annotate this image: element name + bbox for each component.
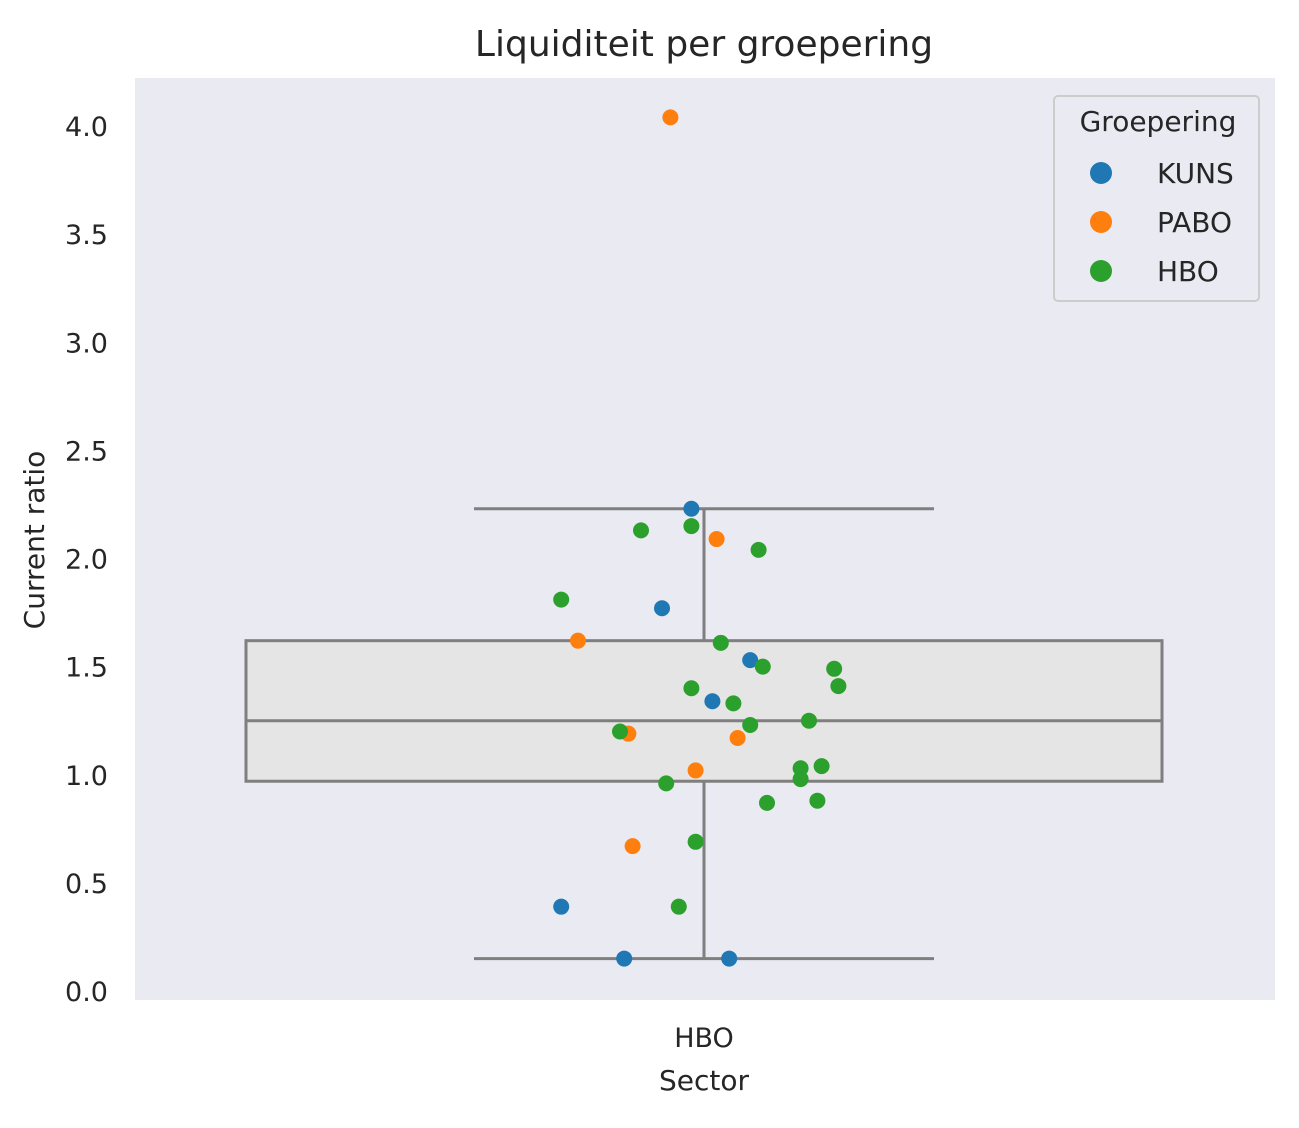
points-layer [553,109,847,967]
y-tick-label: 1.0 [65,761,108,792]
chart-title: Liquiditeit per groepering [475,24,933,65]
legend-item-pabo: PABO [1090,206,1232,239]
legend-title: Groepering [1080,105,1237,138]
data-point [683,680,700,697]
data-point [792,771,809,788]
x-axis-label: Sector [659,1064,750,1097]
y-tick-label: 0.5 [65,869,108,900]
data-point [704,693,721,710]
series-hbo [553,518,847,915]
data-point [616,950,633,967]
legend-marker [1090,211,1112,233]
legend-marker [1090,260,1112,282]
data-point [750,541,767,558]
data-point [670,898,687,915]
data-point [826,660,843,677]
data-point [809,792,826,809]
legend-frame [1053,95,1260,302]
legend-label: HBO [1157,255,1219,288]
data-point [708,531,725,548]
data-point [721,950,738,967]
data-point [553,898,570,915]
data-point [759,794,775,811]
data-point [729,729,746,746]
data-point [683,518,700,535]
data-point [725,695,742,712]
y-axis: 0.0 0.5 1.0 1.5 2.0 2.5 3.0 3.5 4.0 [65,112,108,1008]
series-kuns [553,500,759,967]
data-point [801,712,817,729]
data-point [742,652,759,669]
x-tick-label: HBO [674,1023,734,1054]
box-group [244,507,1164,961]
y-tick-label: 4.0 [65,112,108,143]
data-point [712,634,729,651]
data-point [687,833,704,850]
legend-label: KUNS [1157,157,1234,190]
data-point [754,658,771,675]
data-point [683,500,700,517]
legend-item-kuns: KUNS [1090,157,1234,190]
legend-label: PABO [1157,206,1232,239]
data-point [662,109,679,126]
data-point [658,775,675,792]
data-point [654,600,670,617]
y-tick-label: 3.0 [65,328,108,359]
x-axis: HBO [674,1023,734,1054]
data-point [742,717,759,734]
data-point [553,591,570,608]
y-axis-label: Current ratio [18,451,51,630]
legend: Groepering KUNS PABO HBO [1053,95,1260,302]
data-point [633,522,649,539]
data-point [813,758,830,775]
data-point [570,632,586,649]
y-tick-label: 3.5 [65,220,108,251]
data-point [687,762,704,779]
y-tick-label: 0.0 [65,977,108,1008]
data-point [624,838,641,855]
legend-items: KUNS PABO HBO [1090,157,1234,288]
y-tick-label: 2.5 [65,436,108,467]
y-tick-label: 1.5 [65,653,108,684]
legend-marker [1090,162,1112,184]
y-tick-label: 2.0 [65,545,108,576]
legend-item-hbo: HBO [1090,255,1219,288]
data-point [612,723,628,740]
data-point [830,678,847,695]
box-body [244,639,1164,783]
